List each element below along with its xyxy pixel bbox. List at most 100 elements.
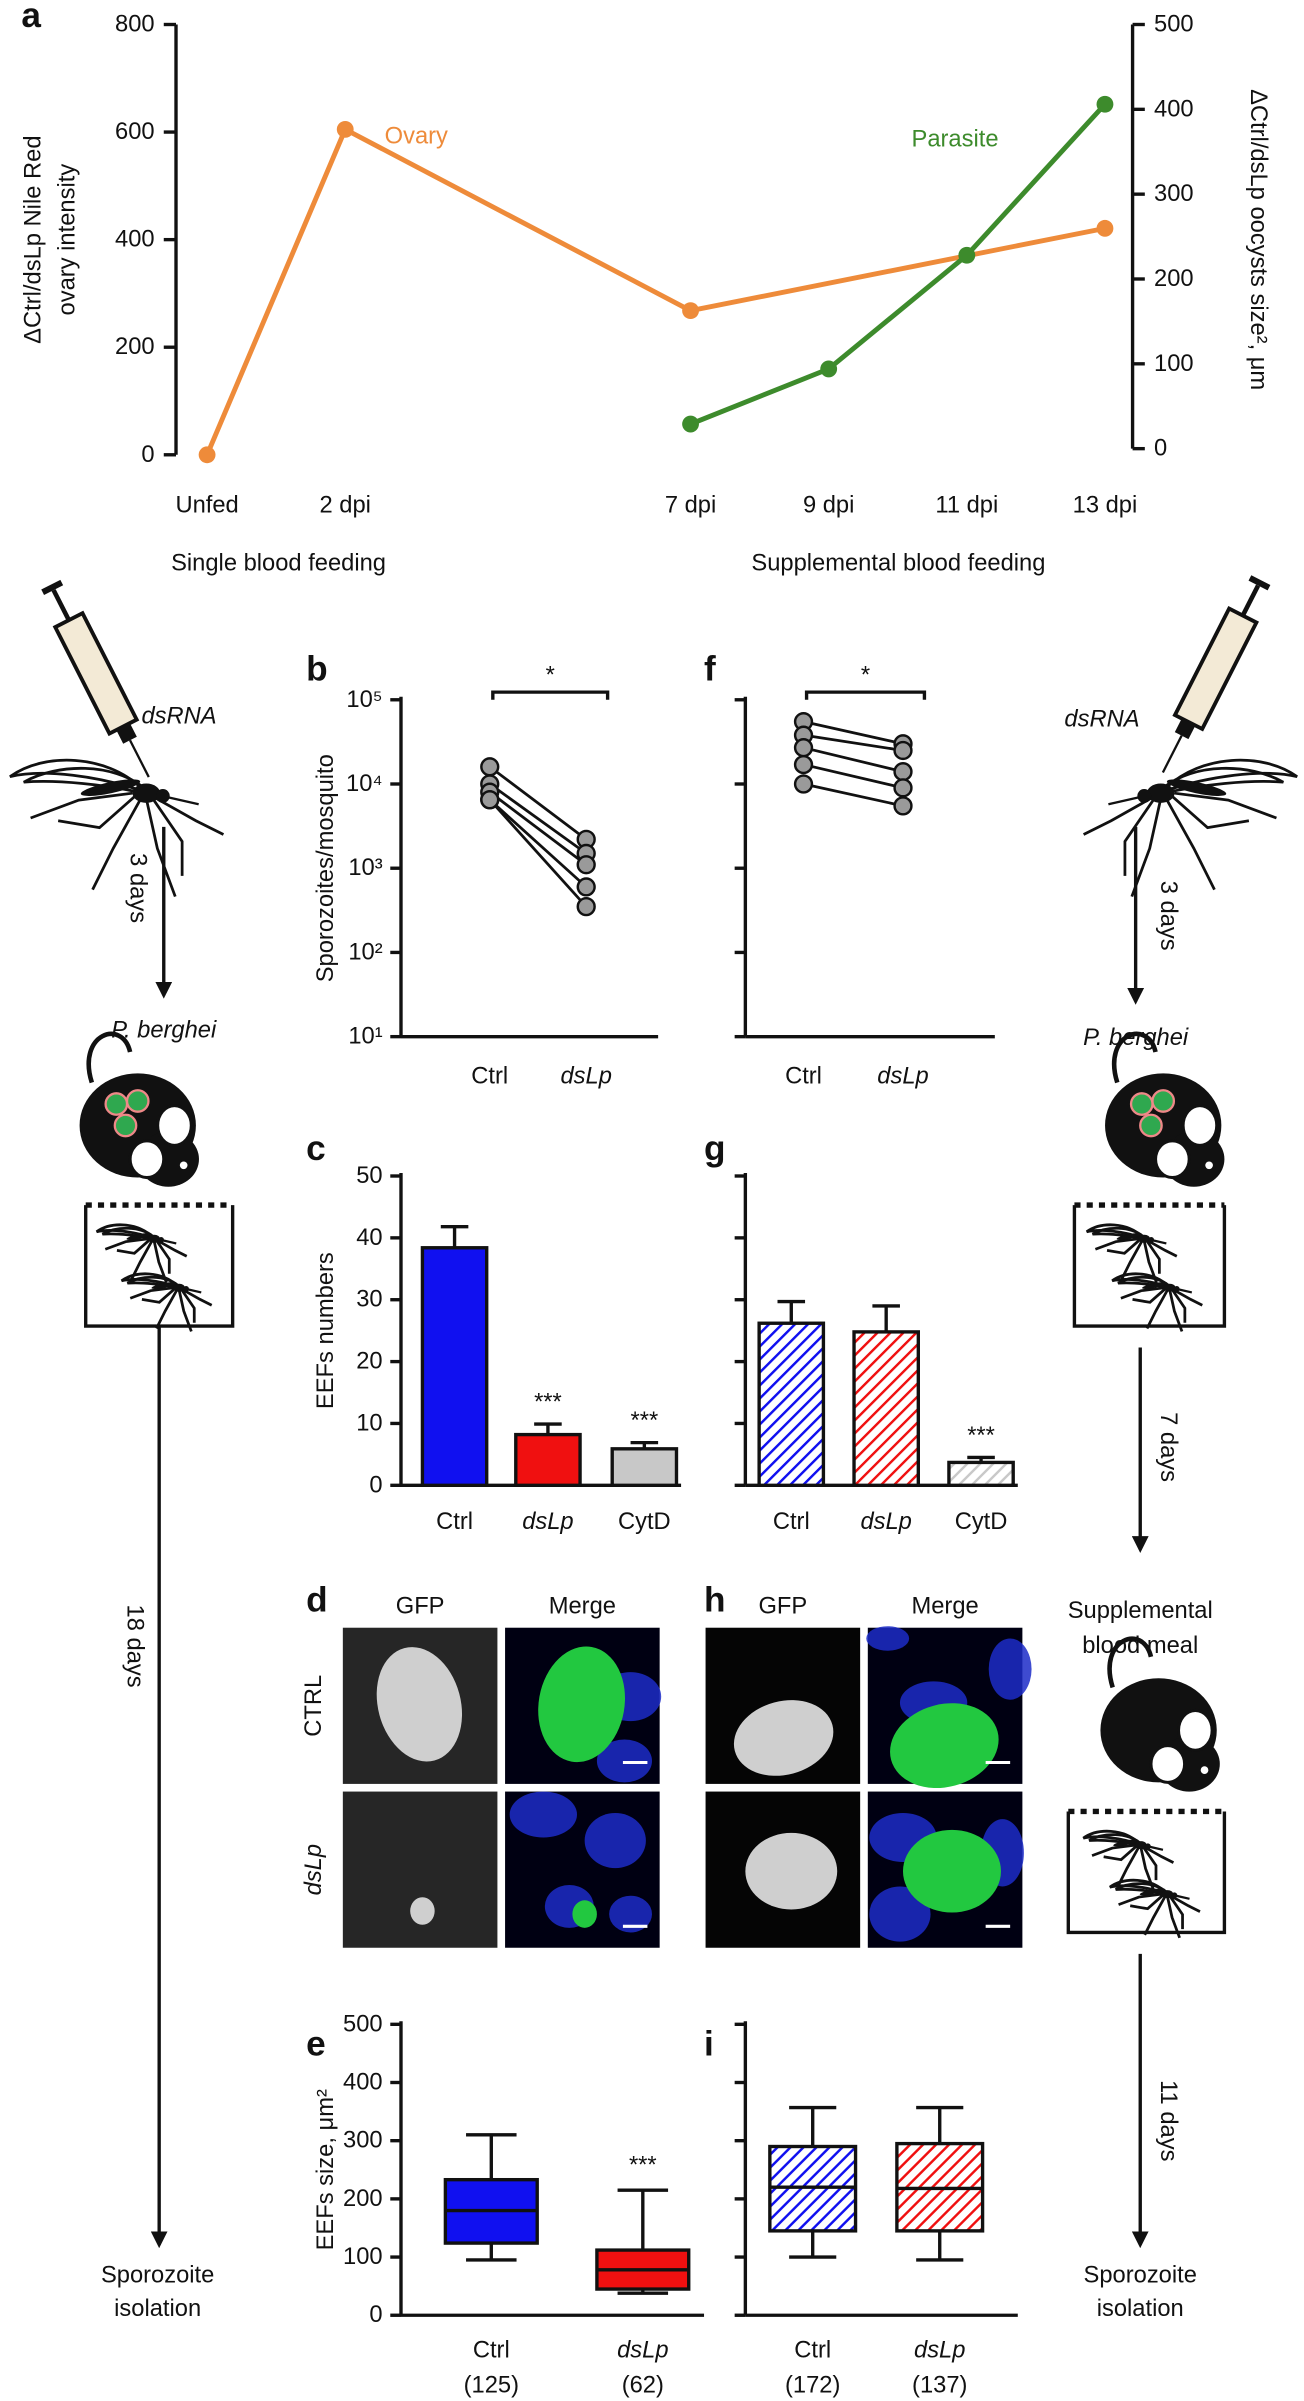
- parasite-dot: [1129, 1092, 1154, 1116]
- y-axis-label: EEFs numbers: [313, 1252, 339, 1409]
- x-tick-sublabel: (172): [785, 2373, 840, 2399]
- head: [158, 1237, 165, 1243]
- data-point: [893, 762, 913, 782]
- abdomen: [1166, 779, 1227, 796]
- parasite: [572, 1900, 597, 1928]
- data-point: [480, 790, 500, 810]
- thorax: [1161, 1890, 1174, 1899]
- data-point: [820, 360, 838, 378]
- syringe: [41, 579, 150, 778]
- panel-letter: f: [704, 650, 716, 689]
- x-tick-label: Ctrl: [471, 1063, 508, 1089]
- x-tick-label: 13 dpi: [1073, 492, 1138, 518]
- outcome-label: Sporozoite: [1084, 2262, 1197, 2288]
- tail: [1107, 1636, 1154, 1689]
- y-tick-label: 400: [115, 227, 155, 253]
- head: [155, 789, 170, 803]
- x-tick-label: dsLp: [860, 1509, 911, 1535]
- wing: [95, 1223, 153, 1239]
- interval-label: 11 days: [1155, 2080, 1181, 2161]
- y2-tick-label: 0: [1154, 436, 1167, 462]
- abdomen: [1142, 1281, 1168, 1289]
- head: [183, 1286, 190, 1292]
- head: [1148, 1237, 1155, 1243]
- infection-label: P. berghei: [1083, 1025, 1189, 1051]
- significance-label: ***: [629, 2153, 657, 2179]
- abdomen: [80, 779, 141, 796]
- micrograph: [867, 1791, 1024, 1948]
- x-tick-label: Ctrl: [785, 1063, 822, 1089]
- y-tick-label: 500: [343, 2011, 383, 2037]
- nucleus: [866, 1626, 910, 1651]
- x-tick-label: dsLp: [914, 2337, 965, 2363]
- abdomen: [126, 1232, 152, 1240]
- parasite: [538, 1646, 625, 1763]
- x-tick-label: dsLp: [617, 2337, 668, 2363]
- significance-label: *: [861, 662, 870, 688]
- parasite: [376, 1647, 463, 1762]
- legs: [104, 1237, 188, 1283]
- panel-letter: a: [21, 0, 41, 35]
- y-tick-label: 0: [141, 442, 154, 468]
- pair-line: [488, 782, 587, 855]
- x-tick-label: dsLp: [560, 1063, 611, 1089]
- y-axis-label: ovary intensity: [54, 164, 80, 316]
- wing: [1082, 1829, 1140, 1846]
- thorax: [1135, 1841, 1147, 1850]
- wing: [1111, 1272, 1169, 1288]
- panel-letter: g: [704, 1129, 726, 1168]
- y2-tick-label: 400: [1154, 96, 1194, 122]
- proboscis: [163, 1239, 177, 1245]
- mosquito: [1109, 1878, 1201, 1939]
- mosquito: [9, 758, 225, 898]
- y2-tick-label: 500: [1154, 11, 1194, 37]
- y-tick-label: 20: [356, 1349, 382, 1375]
- data-point: [793, 754, 814, 775]
- barrel: [52, 610, 140, 737]
- data-point: [1096, 95, 1114, 113]
- pair-line: [803, 720, 904, 746]
- data-point: [793, 738, 814, 758]
- x-tick-label: CytD: [618, 1509, 671, 1535]
- data-point: [682, 302, 699, 320]
- thorax: [1163, 1283, 1176, 1292]
- proboscis: [1178, 1288, 1193, 1294]
- ear: [1154, 1139, 1191, 1180]
- ear: [1176, 1708, 1214, 1752]
- bar: [757, 1321, 826, 1487]
- nucleus: [609, 1895, 652, 1933]
- thorax: [173, 1283, 185, 1292]
- plunger: [51, 589, 71, 622]
- mouse: [1105, 1031, 1225, 1187]
- nucleus: [509, 1791, 578, 1838]
- proboscis: [1176, 1894, 1190, 1900]
- abdomen: [1113, 1839, 1139, 1847]
- outcome-label: isolation: [1097, 2296, 1184, 2322]
- y-tick-label: 10⁵: [346, 687, 382, 713]
- panel-letter: c: [306, 1129, 326, 1168]
- tail: [1111, 1031, 1158, 1084]
- proboscis: [1108, 796, 1139, 806]
- plunger-cap: [41, 579, 64, 596]
- column-label: Merge: [911, 1593, 978, 1619]
- mosquito: [95, 1223, 188, 1283]
- ear: [1149, 1744, 1187, 1784]
- interval-label: 3 days: [125, 853, 151, 923]
- series-label: Ovary: [385, 123, 448, 149]
- proboscis: [1153, 1239, 1167, 1245]
- column-label: Merge: [549, 1593, 616, 1619]
- parasite-dot: [1139, 1113, 1163, 1138]
- series-label: Parasite: [912, 126, 999, 152]
- nucleus: [584, 1813, 646, 1869]
- pair-line: [803, 763, 904, 790]
- annotation: Single blood feeding: [171, 550, 386, 576]
- significance-label: *: [546, 662, 555, 688]
- y-tick-label: 10²: [348, 939, 382, 965]
- interval-label: 18 days: [122, 1605, 148, 1688]
- micrograph: [342, 1627, 498, 1784]
- y-tick-label: 50: [356, 1163, 382, 1189]
- bar: [514, 1432, 582, 1487]
- pair-line: [488, 791, 588, 866]
- x-tick-label: dsLp: [522, 1509, 573, 1535]
